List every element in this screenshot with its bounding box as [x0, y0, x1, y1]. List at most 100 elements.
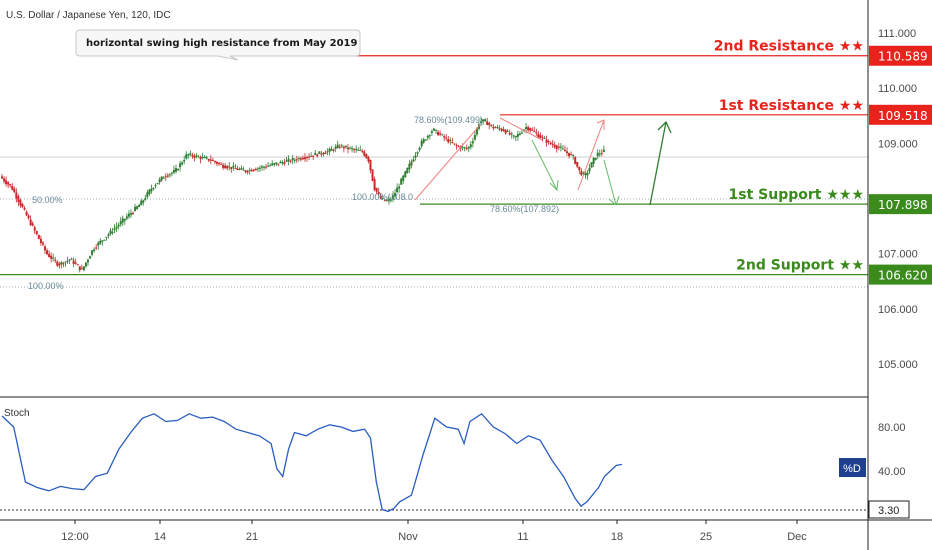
- candle-body: [209, 159, 212, 161]
- candle-body: [193, 155, 196, 158]
- candlestick-series: [1, 117, 605, 273]
- candle-body: [70, 258, 73, 260]
- candle-body: [535, 132, 538, 134]
- candle-body: [574, 157, 577, 164]
- candle-body: [215, 161, 218, 164]
- fib-arrow-segment: [499, 117, 543, 141]
- candle-body: [299, 158, 302, 160]
- candle-body: [570, 154, 573, 156]
- candle-body: [500, 128, 503, 131]
- candle-body: [33, 227, 36, 231]
- candle-body: [265, 166, 268, 168]
- candle-body: [1, 176, 3, 179]
- candle-body: [353, 149, 356, 151]
- candle-body: [555, 145, 558, 149]
- candle-body: [68, 259, 71, 261]
- candle-body: [465, 148, 468, 150]
- candle-body: [218, 162, 220, 164]
- level-name: 2nd Support ★★: [736, 258, 864, 274]
- candle-body: [275, 162, 278, 165]
- candle-body: [596, 152, 599, 157]
- candle-body: [377, 191, 380, 195]
- candle-body: [109, 230, 112, 235]
- candle-body: [590, 162, 593, 168]
- candle-body: [271, 163, 274, 166]
- candle-body: [310, 155, 313, 157]
- candle-body: [543, 137, 546, 139]
- candle-body: [31, 223, 34, 226]
- candle-body: [297, 157, 300, 159]
- percent-d-badge-bg: [839, 458, 866, 477]
- level-value-badge: [869, 264, 932, 285]
- candle-body: [93, 249, 96, 251]
- candle-body: [295, 159, 298, 161]
- candle-body: [549, 142, 552, 144]
- price-axis[interactable]: 111.000 110.000 109.000 107.000 106.000 105.0…: [878, 28, 918, 371]
- candle-body: [64, 261, 67, 263]
- candle-body: [82, 266, 85, 271]
- candle-body: [203, 156, 206, 159]
- x-tick-label: 11: [517, 531, 528, 543]
- candle-body: [205, 157, 208, 159]
- candle-body: [578, 166, 581, 171]
- candle-body: [514, 135, 517, 138]
- annotation-callout[interactable]: horizontal swing high resistance from Ma…: [75, 29, 361, 61]
- candle-body: [41, 242, 44, 245]
- candle-body: [101, 240, 104, 242]
- candle-body: [432, 128, 435, 131]
- candle-body: [232, 165, 235, 168]
- candle-body: [396, 187, 399, 193]
- candle-body: [316, 154, 319, 157]
- candle-body: [400, 178, 403, 185]
- down-arrow-2: [603, 159, 617, 206]
- candle-body: [455, 144, 458, 146]
- candle-body: [254, 169, 257, 171]
- candle-body: [572, 155, 575, 157]
- candle-body: [234, 168, 237, 170]
- level-name: 1st Support ★★★: [729, 187, 864, 203]
- stoch-axis[interactable]: 80.00 40.00: [878, 422, 906, 478]
- candle-body: [349, 147, 352, 149]
- candle-body: [351, 148, 354, 150]
- candle-body: [103, 239, 106, 241]
- candle-body: [330, 148, 333, 151]
- candle-body: [537, 133, 540, 138]
- candle-body: [287, 158, 290, 162]
- price-pane[interactable]: 78.60%(109.499) 100.00%(108.0 78.60%(107…: [0, 10, 932, 291]
- stochastic-pane[interactable]: Stoch: [0, 408, 868, 513]
- candle-body: [361, 151, 364, 153]
- candle-body: [158, 179, 161, 183]
- time-axis[interactable]: 12:00 14 21 Nov 11 18 25 Dec: [61, 520, 807, 543]
- candle-body: [84, 262, 87, 267]
- candle-body: [471, 141, 474, 144]
- candle-body: [301, 157, 304, 160]
- candle-body: [506, 130, 509, 132]
- candle-body: [242, 169, 245, 171]
- candle-body: [113, 228, 116, 231]
- candle-body: [23, 207, 26, 210]
- candle-body: [72, 260, 75, 264]
- candle-body: [502, 129, 505, 132]
- candle-body: [256, 168, 259, 170]
- candle-body: [17, 196, 20, 202]
- candle-body: [107, 234, 110, 236]
- candle-body: [598, 153, 601, 155]
- candle-body: [121, 218, 124, 223]
- candle-body: [183, 160, 186, 162]
- candle-body: [488, 122, 491, 126]
- x-tick-label: Nov: [398, 531, 418, 543]
- up-arrow-2-head: [596, 119, 605, 130]
- bullish-arrow: [649, 121, 667, 206]
- candle-body: [52, 257, 55, 259]
- fib-label-100: 100.00%(108.0: [352, 192, 413, 202]
- candle-body: [211, 160, 214, 162]
- candle-body: [306, 156, 309, 158]
- bullish-arrow-head: [657, 120, 672, 134]
- candle-body: [473, 134, 476, 140]
- candle-body: [224, 165, 227, 169]
- candle-body: [199, 157, 202, 160]
- candle-body: [520, 132, 523, 134]
- candle-body: [152, 187, 155, 189]
- candle-body: [412, 159, 415, 162]
